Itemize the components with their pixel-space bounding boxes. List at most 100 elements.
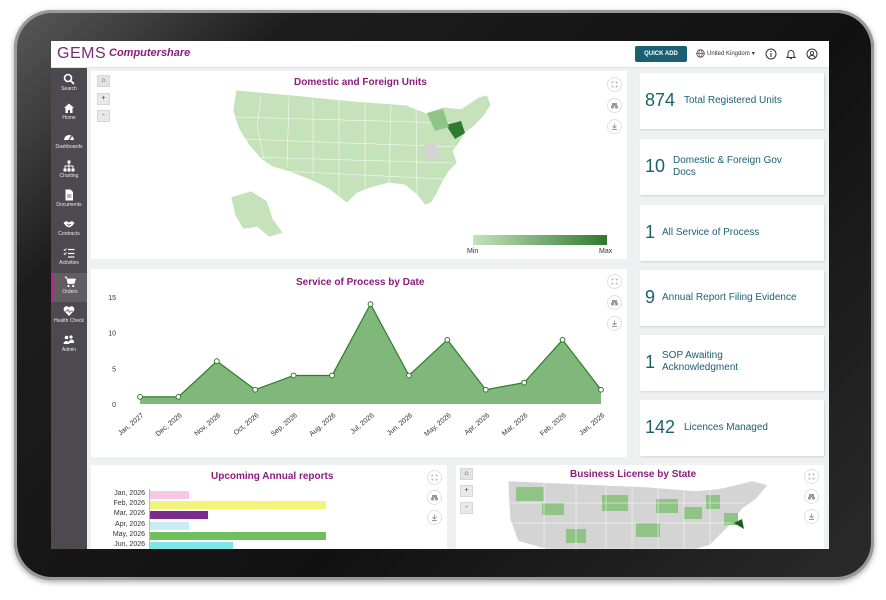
filter-button[interactable] [607,98,622,113]
user-icon[interactable] [806,48,818,60]
stat-value: 142 [645,417,676,437]
sidebar-item-label: Activities [59,260,79,266]
bar-axis-line [149,489,150,549]
bar-category-label: Mar, 2026 [113,510,145,518]
stat-card-gov-docs[interactable]: 10 Domestic & Foreign Gov Docs [640,139,824,195]
service-of-process-chart: 0 5 10 15 Jan, 2027 Dec, 2026 Nov, 2026 Oct, 20… [108,295,606,438]
data-point [252,386,259,393]
alaska-shape [230,190,284,238]
download-button[interactable] [804,509,819,524]
x-tick-label: Apr, 2026 [464,412,492,437]
domestic-foreign-units-title: Domestic and Foreign Units [294,77,427,88]
y-tick-label: 15 [108,295,116,302]
sidebar-item-label: Orders [62,289,78,295]
bar[interactable] [150,491,189,499]
data-point [559,336,566,343]
sidebar-item-activities[interactable]: Activities [51,244,87,273]
sidebar: Search Home Dashboards Charting Document… [51,68,87,549]
data-point [406,372,412,379]
sidebar-item-charting[interactable]: Charting [51,157,87,186]
chevron-down-icon: ▾ [751,51,755,57]
sidebar-item-dashboards[interactable]: Dashboards [51,128,87,157]
sidebar-item-health-check[interactable]: Health Check [51,302,87,331]
business-license-panel: Business License by State ⌂ + - [456,465,824,549]
data-point [521,379,528,386]
bar[interactable] [150,531,326,540]
stat-card-annual-report-evidence[interactable]: 9 Annual Report Filing Evidence [640,270,824,326]
map-home-button[interactable]: ⌂ [97,75,110,87]
download-icon [432,514,437,521]
expand-icon [611,278,618,285]
sidebar-item-home[interactable]: Home [51,99,87,128]
area-fill [140,304,601,404]
fullscreen-button[interactable] [804,469,819,484]
bar[interactable] [150,521,189,530]
legend-min-label: Min [467,248,479,255]
sidebar-item-label: Documents [56,202,82,208]
zoom-in-button[interactable]: + [460,485,473,497]
map-home-button[interactable]: ⌂ [460,468,473,480]
heart-pulse-icon [63,306,75,316]
stat-card-service-of-process[interactable]: 1 All Service of Process [640,205,824,261]
zoom-out-button[interactable]: - [460,502,473,514]
gems-logo[interactable]: GEMS [57,45,107,62]
fullscreen-button[interactable] [427,470,442,485]
filter-button[interactable] [427,490,442,505]
stat-card-sop-awaiting[interactable]: 1 SOP Awaiting Acknowledgment [640,335,824,391]
us-choropleth-map[interactable] [221,87,511,257]
sidebar-item-orders[interactable]: Orders [51,273,87,302]
dashboard-icon [64,135,74,141]
filter-button[interactable] [607,295,622,310]
filter-button[interactable] [804,489,819,504]
region-selector[interactable]: United Kingdom ▾ [696,49,755,58]
sidebar-item-contracts[interactable]: Contracts [51,215,87,244]
data-point [598,386,604,393]
stat-label: Licences Managed [684,422,768,433]
zoom-in-button[interactable]: + [97,93,110,105]
legend-max-label: Max [599,248,613,255]
bar[interactable] [150,542,233,549]
x-tick-label: Nov, 2026 [194,412,223,438]
state-borders [508,481,746,549]
stat-card-licences-managed[interactable]: 142 Licences Managed [640,400,824,456]
quick-add-button[interactable]: QUICK ADD [635,46,687,62]
stat-label: SOP Awaiting Acknowledgment [662,350,738,374]
fullscreen-button[interactable] [607,274,622,289]
data-point [482,386,489,393]
domestic-foreign-units-panel: Domestic and Foreign Units ⌂ + - Min Max [91,71,627,259]
stat-value: 9 [645,287,656,307]
stat-label: Annual Report Filing Evidence [662,292,797,303]
sidebar-item-admin[interactable]: Admin [51,331,87,360]
stat-value: 1 [645,352,656,372]
stat-value: 10 [645,156,666,176]
download-button[interactable] [607,119,622,134]
x-tick-label: Feb, 2026 [539,412,568,438]
x-tick-label: Dec, 2026 [155,412,184,438]
license-choropleth-map[interactable] [506,479,776,549]
bar-category-label: Jan, 2026 [114,490,145,497]
stat-label-line: Docs [673,167,696,178]
info-icon[interactable] [765,48,777,60]
bar[interactable] [150,511,209,520]
bell-icon[interactable] [785,48,797,60]
upcoming-annual-reports-title: Upcoming Annual reports [211,471,334,482]
x-tick-label: Mar, 2026 [501,412,529,437]
sidebar-item-label: Health Check [53,318,84,324]
region-label: United Kingdom [707,50,750,57]
stat-card-total-registered-units[interactable]: 874 Total Registered Units [640,73,824,129]
x-tick-label: Jan, 2027 [117,412,145,437]
stat-label: All Service of Process [662,227,760,238]
bar[interactable] [150,501,326,510]
binoculars-icon [610,103,619,109]
binoculars-icon [610,300,619,306]
state-borders [235,96,458,196]
zoom-out-button[interactable]: - [97,110,110,122]
binoculars-icon [430,495,439,501]
download-button[interactable] [607,316,622,331]
app-screen: GEMS Computershare QUICK ADD United King… [51,41,829,549]
fullscreen-button[interactable] [607,77,622,92]
sidebar-item-search[interactable]: Search [51,70,87,99]
sidebar-item-documents[interactable]: Documents [51,186,87,215]
download-button[interactable] [427,510,442,525]
bar-category-label: Jun, 2026 [114,541,145,548]
